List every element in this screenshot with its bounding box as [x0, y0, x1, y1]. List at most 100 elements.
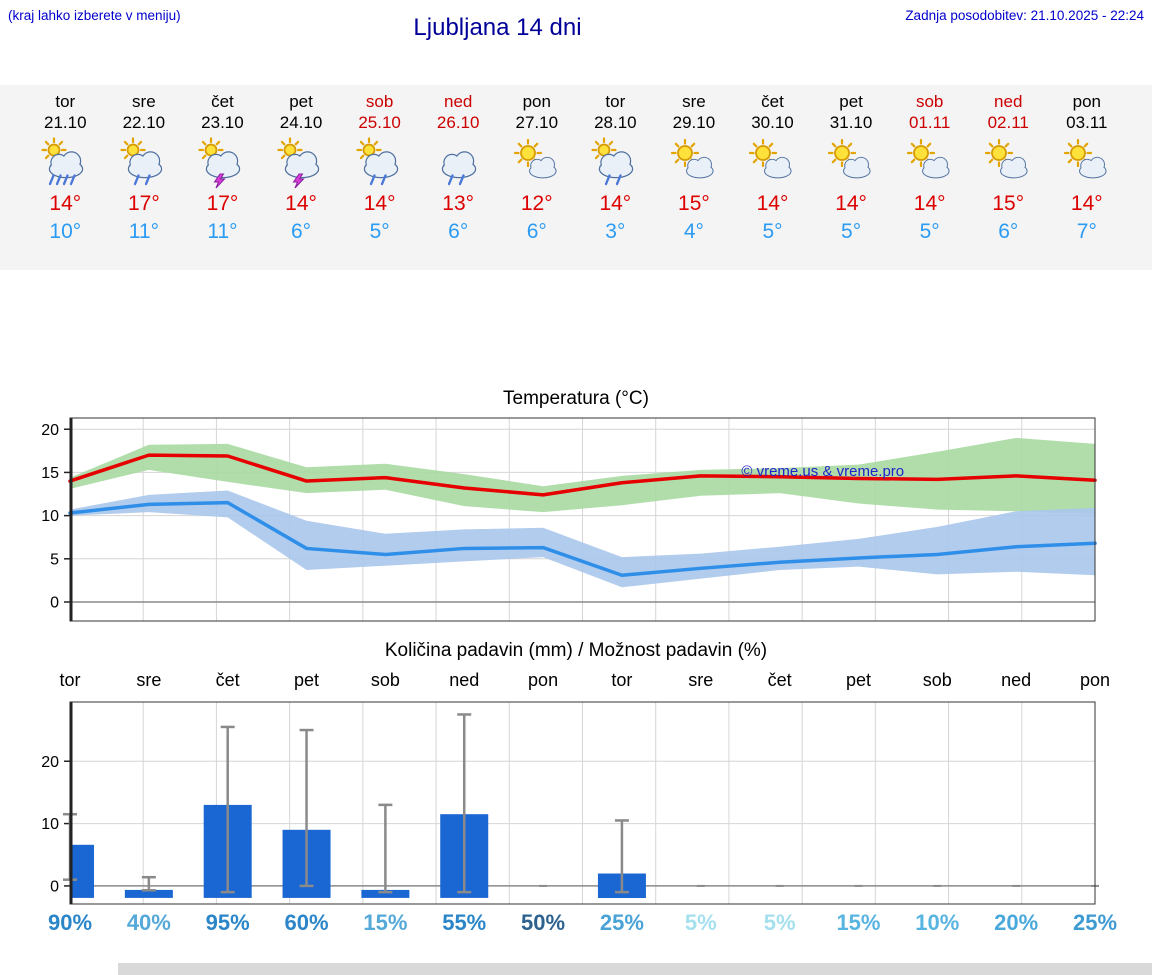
svg-text:20: 20: [41, 422, 59, 439]
temp-max: 14°: [756, 192, 789, 215]
day-label: sre: [136, 670, 161, 690]
day-date: 26.10: [436, 113, 480, 132]
sun-cloud-showers-icon: [105, 137, 184, 189]
day-date: 27.10: [515, 113, 559, 132]
temp-max: 14°: [49, 192, 82, 215]
sun-cloud-icon: [733, 137, 812, 189]
day-name: ned: [994, 92, 1023, 111]
precip-probability: 55%: [442, 910, 486, 935]
cloud-rain-icon: [419, 137, 498, 189]
svg-text:10: 10: [41, 508, 59, 525]
forecast-day: čet 30.10 14° 5°: [733, 91, 812, 270]
temperature-chart: 0 5 10 15 20 © vreme.us & vreme.pro: [41, 417, 1097, 622]
temp-min: 5°: [841, 220, 862, 243]
temp-max: 17°: [206, 192, 239, 215]
precip-probability: 5%: [685, 910, 717, 935]
forecast-day: sob 01.11 14° 5°: [890, 91, 969, 270]
temp-max: 14°: [835, 192, 867, 215]
sun-cloud-icon: [655, 137, 734, 189]
temp-max: 17°: [127, 192, 160, 215]
temperature-chart-title: Temperatura (°C): [503, 388, 649, 409]
precip-probability: 15%: [836, 910, 880, 935]
temp-max: 14°: [363, 192, 396, 215]
forecast-day: ned 02.11 15° 6°: [969, 91, 1048, 270]
svg-text:15: 15: [41, 465, 59, 482]
temp-min: 6°: [448, 220, 469, 243]
temp-min: 7°: [1076, 220, 1097, 243]
day-label: čet: [216, 670, 240, 690]
svg-text:20: 20: [41, 754, 59, 771]
sun-cloud-icon: [812, 137, 891, 189]
forecast-day: pet 24.10 14° 6°: [262, 91, 341, 270]
day-name: pon: [522, 92, 551, 111]
day-date: 01.11: [909, 113, 951, 132]
sun-cloud-icon: [497, 137, 576, 189]
forecast-strip: tor 21.10 14° 10° sre 22.10 17° 11° čet 23.10 17° 1…: [0, 85, 1152, 270]
forecast-day: ned 26.10 13° 6°: [419, 91, 498, 270]
temp-max: 14°: [285, 192, 317, 215]
precipitation-chart: 0 10 20 tor sre čet pet sob ned pon tor sre čet pet so…: [41, 670, 1117, 935]
precip-bar: [124, 889, 173, 898]
day-name: sob: [365, 92, 394, 111]
forecast-day: tor 21.10 14° 10°: [26, 91, 105, 270]
day-label: pet: [846, 670, 871, 690]
day-date: 22.10: [122, 113, 166, 132]
forecast-day: sre 22.10 17° 11°: [105, 91, 184, 270]
day-name: pet: [839, 92, 863, 111]
day-date: 30.10: [751, 113, 794, 132]
day-name: tor: [605, 92, 626, 111]
temp-min: 5°: [762, 220, 783, 243]
temp-max: 14°: [1070, 192, 1103, 215]
temp-min: 3°: [605, 220, 626, 243]
temp-max: 14°: [599, 192, 632, 215]
temp-max: 15°: [678, 192, 710, 215]
temp-min: 10°: [49, 220, 82, 243]
forecast-day: pon 27.10 12° 6°: [497, 91, 576, 270]
precip-probability: 10%: [915, 910, 959, 935]
temp-min: 11°: [128, 220, 159, 243]
day-date: 24.10: [279, 113, 323, 132]
forecast-day: pon 03.11 14° 7°: [1048, 91, 1127, 270]
day-label: tor: [611, 670, 632, 690]
day-label: ned: [1001, 670, 1031, 690]
forecast-day: sob 25.10 14° 5°: [340, 91, 419, 270]
temp-min: 6°: [290, 220, 312, 243]
watermark: © vreme.us & vreme.pro: [741, 463, 904, 480]
temp-min: 11°: [207, 220, 238, 243]
day-label: sob: [923, 670, 952, 690]
temp-max: 14°: [913, 192, 946, 215]
day-date: 03.11: [1066, 113, 1108, 132]
temp-max: 13°: [442, 192, 475, 215]
temp-max: 15°: [992, 192, 1025, 215]
day-date: 21.10: [44, 113, 87, 132]
day-name: pon: [1072, 92, 1101, 111]
temp-min: 5°: [919, 220, 940, 243]
day-name: pet: [289, 92, 313, 111]
horizontal-scrollbar[interactable]: [118, 963, 1152, 975]
sun-cloud-rain-icon: [26, 137, 105, 189]
day-label: sre: [688, 670, 713, 690]
last-update: Zadnja posodobitev: 21.10.2025 - 22:24: [905, 8, 1144, 23]
svg-text:0: 0: [50, 879, 59, 896]
temp-min: 5°: [369, 220, 390, 243]
day-label: pon: [1080, 670, 1110, 690]
day-date: 25.10: [358, 113, 401, 132]
sun-small-cloud-icon: [890, 137, 969, 189]
precip-probability: 5%: [764, 910, 796, 935]
day-name: ned: [443, 92, 473, 111]
temp-min: 6°: [998, 220, 1019, 243]
svg-text:0: 0: [50, 595, 59, 612]
precip-probability: 15%: [363, 910, 407, 935]
precip-probability: 25%: [600, 910, 644, 935]
precipitation-chart-title: Količina padavin (mm) / Možnost padavin …: [384, 640, 768, 661]
day-date: 29.10: [672, 113, 716, 132]
day-name: čet: [211, 92, 234, 111]
precip-probability: 20%: [994, 910, 1038, 935]
precip-probability: 60%: [285, 910, 329, 935]
day-label: tor: [59, 670, 80, 690]
day-label: ned: [449, 670, 479, 690]
day-name: tor: [55, 92, 76, 111]
forecast-day: sre 29.10 15° 4°: [655, 91, 734, 270]
sun-cloud-thunder-icon: [262, 137, 341, 189]
